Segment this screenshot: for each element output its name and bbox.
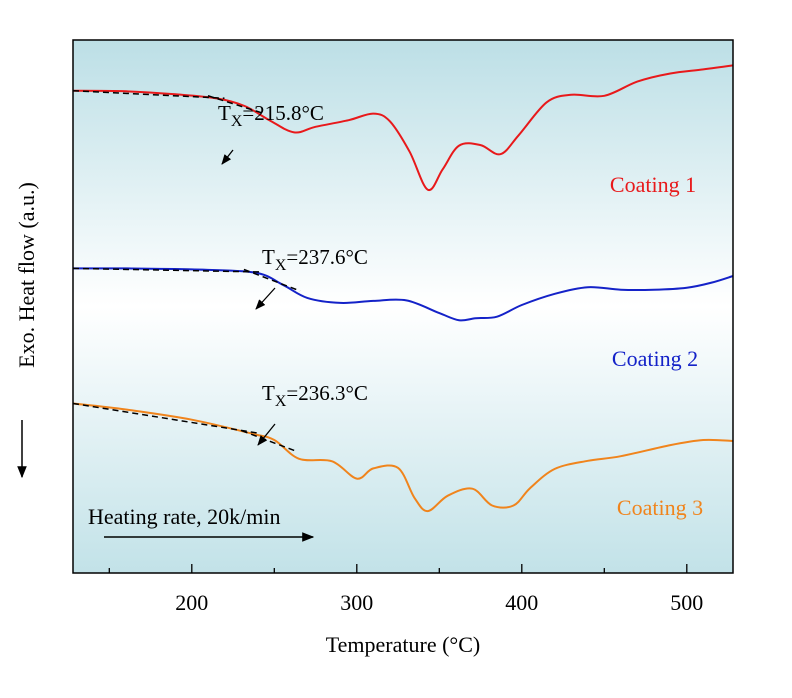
onset-label: TX=237.6°C <box>262 245 368 274</box>
onset-label: TX=215.8°C <box>218 101 324 130</box>
onset-slope-tangent <box>243 268 301 292</box>
legend-label-coating-1: Coating 1 <box>610 172 696 197</box>
x-tick-label: 500 <box>670 590 703 615</box>
onset-pointer-arrow <box>221 149 234 165</box>
onset-pointer-arrow <box>257 423 276 446</box>
x-tick-label: 200 <box>175 590 208 615</box>
series-line-coating-1 <box>72 64 734 191</box>
annotation-layer: TX=215.8°C TX=237.6°C TX=236.3°C <box>72 90 368 453</box>
onset-pointer-arrow <box>255 287 276 310</box>
series-line-coating-2 <box>72 267 734 322</box>
x-tick-label: 300 <box>340 590 373 615</box>
series-layer: Coating 1 Coating 2 Coating 3 <box>72 64 734 520</box>
y-axis-title: Exo. Heat flow (a.u.) <box>14 182 39 368</box>
plot-background <box>73 40 733 573</box>
onset-baseline-tangent <box>72 402 259 434</box>
onset-label: TX=236.3°C <box>262 381 368 410</box>
legend-label-coating-2: Coating 2 <box>612 346 698 371</box>
onset-baseline-tangent <box>72 267 261 273</box>
heating-rate-label: Heating rate, 20k/min <box>88 504 280 529</box>
series-line-coating-3 <box>72 402 734 513</box>
x-axis-title: Temperature (°C) <box>326 632 480 657</box>
legend-label-coating-3: Coating 3 <box>617 495 703 520</box>
plot-frame <box>72 39 734 574</box>
x-axis: 200 300 400 500 <box>108 564 703 615</box>
onset-baseline-tangent <box>72 90 225 99</box>
x-tick-label: 400 <box>505 590 538 615</box>
